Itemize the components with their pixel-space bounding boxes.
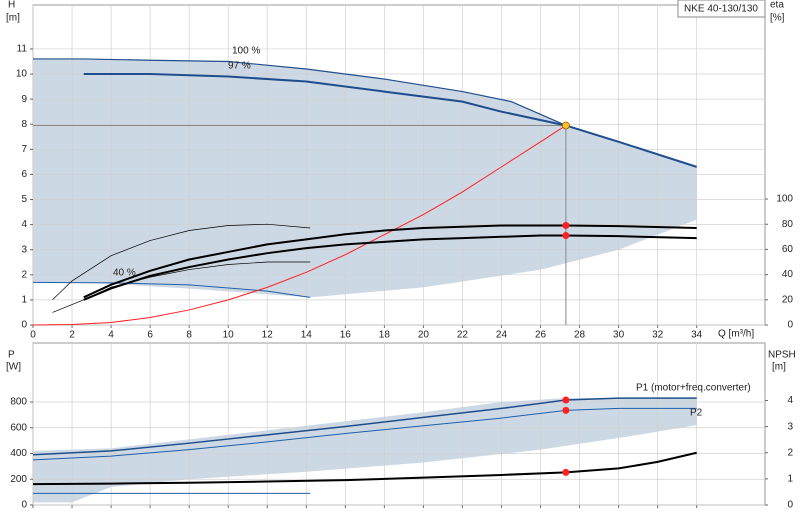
y2-tick-label: 0 bbox=[787, 320, 793, 331]
y-tick-label: 7 bbox=[21, 144, 27, 155]
y2-tick-label: 40 bbox=[782, 269, 794, 280]
y2-tick-label: 0 bbox=[787, 500, 793, 511]
curve bbox=[32, 125, 567, 326]
curve bbox=[32, 407, 697, 461]
x-tick-label: 26 bbox=[535, 330, 547, 341]
y-tick-label: 6 bbox=[21, 169, 27, 180]
x-axis-label: Q [m³/h] bbox=[718, 329, 754, 340]
y2-tick-label: 1 bbox=[787, 474, 793, 485]
x-tick-label: 6 bbox=[147, 330, 153, 341]
y-tick-label: 200 bbox=[10, 474, 27, 485]
y-tick-label: 8 bbox=[21, 119, 27, 130]
x-tick-label: 8 bbox=[186, 330, 192, 341]
y-axis-label: P bbox=[8, 350, 15, 361]
x-tick-label: 14 bbox=[301, 330, 313, 341]
y2-tick-label: 20 bbox=[782, 294, 794, 305]
curve-label: P1 (motor+freq.converter) bbox=[636, 383, 751, 394]
y2-tick-label: 2 bbox=[787, 447, 793, 458]
y-axis-unit: [W] bbox=[6, 362, 21, 373]
operating-point bbox=[562, 406, 570, 414]
y2-tick-label: 4 bbox=[787, 395, 793, 406]
y2-axis-unit: [%] bbox=[770, 13, 785, 24]
curve bbox=[83, 234, 697, 301]
curve bbox=[83, 224, 697, 299]
x-tick-label: 28 bbox=[574, 330, 586, 341]
chart-title: NKE 40-130/130 bbox=[684, 4, 758, 15]
operating-point bbox=[562, 232, 570, 240]
curve-label: P2 bbox=[690, 408, 703, 419]
curve bbox=[52, 223, 311, 301]
curve bbox=[52, 261, 311, 313]
x-tick-label: 2 bbox=[69, 330, 75, 341]
y2-axis-unit: [m] bbox=[772, 362, 786, 373]
y-tick-label: 5 bbox=[21, 194, 27, 205]
y-tick-label: 11 bbox=[17, 44, 28, 55]
x-tick-label: 12 bbox=[262, 330, 274, 341]
operating-point bbox=[561, 121, 570, 130]
y-tick-label: 2 bbox=[21, 269, 27, 280]
curve bbox=[83, 73, 697, 168]
operating-point bbox=[562, 468, 570, 476]
x-tick-label: 10 bbox=[223, 330, 235, 341]
curve bbox=[33, 58, 567, 127]
operating-point bbox=[562, 396, 570, 404]
x-tick-label: 34 bbox=[691, 330, 703, 341]
y-tick-label: 400 bbox=[10, 448, 27, 459]
y-tick-label: 800 bbox=[10, 397, 27, 408]
title-box bbox=[677, 0, 766, 18]
x-tick-label: 22 bbox=[457, 330, 469, 341]
operating-point bbox=[562, 221, 570, 229]
x-tick-label: 16 bbox=[340, 330, 352, 341]
y2-axis-label: NPSH bbox=[768, 350, 796, 361]
curve bbox=[32, 451, 697, 486]
x-tick-label: 0 bbox=[30, 330, 36, 341]
y-tick-label: 0 bbox=[21, 320, 27, 331]
curve-label: 97 % bbox=[228, 61, 251, 72]
y2-tick-label: 100 bbox=[776, 194, 793, 205]
y-tick-label: 4 bbox=[21, 219, 27, 230]
y-tick-label: 10 bbox=[16, 69, 28, 80]
x-tick-label: 4 bbox=[108, 330, 114, 341]
y-tick-label: 1 bbox=[21, 295, 27, 306]
y2-axis-label: eta bbox=[770, 0, 784, 11]
x-tick-label: 18 bbox=[379, 330, 391, 341]
y2-tick-label: 60 bbox=[782, 244, 794, 255]
curve-label: 100 % bbox=[232, 46, 260, 57]
x-tick-label: 24 bbox=[496, 330, 508, 341]
y2-tick-label: 80 bbox=[782, 219, 794, 230]
y-tick-label: 9 bbox=[21, 94, 27, 105]
curve bbox=[32, 397, 697, 456]
operating-range bbox=[33, 398, 697, 503]
x-tick-label: 20 bbox=[418, 330, 430, 341]
y-axis-unit: [m] bbox=[6, 13, 20, 24]
x-tick-label: 32 bbox=[652, 330, 664, 341]
y-tick-label: 3 bbox=[21, 244, 27, 255]
y-axis-label: H bbox=[8, 0, 15, 11]
y-tick-label: 600 bbox=[10, 422, 27, 433]
x-tick-label: 30 bbox=[613, 330, 625, 341]
curve bbox=[32, 281, 311, 298]
y-tick-label: 0 bbox=[21, 500, 27, 511]
y2-tick-label: 3 bbox=[787, 421, 793, 432]
curve-label: 40 % bbox=[113, 268, 136, 279]
